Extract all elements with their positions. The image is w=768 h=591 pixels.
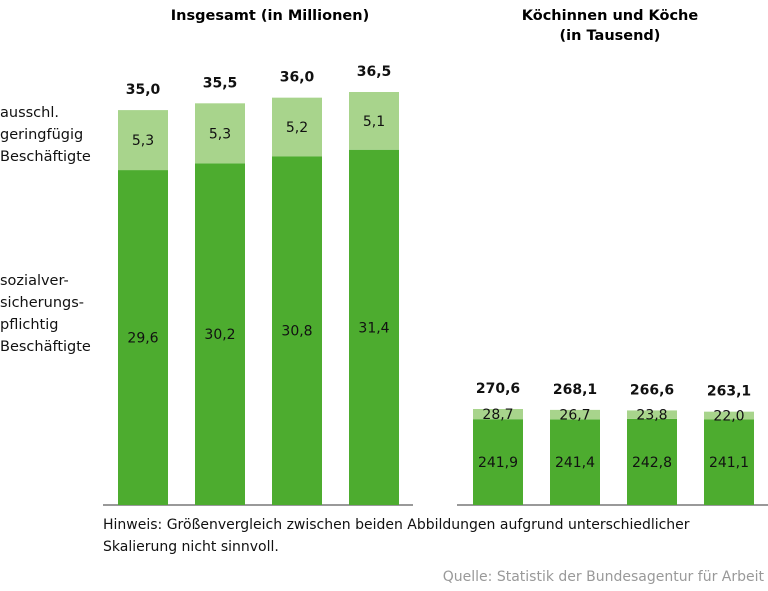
bar-segment — [550, 409, 600, 420]
total-label: 263,1 — [707, 384, 751, 400]
bar-segment — [473, 419, 523, 505]
bar-segment — [627, 418, 677, 505]
value-label: 241,9 — [478, 455, 518, 471]
bar-segment — [195, 103, 245, 164]
bar-segment — [349, 149, 399, 505]
bar-segment — [550, 419, 600, 505]
value-label: 29,6 — [127, 331, 158, 347]
value-label: 5,1 — [363, 114, 385, 130]
note: Hinweis: Größenvergleich zwischen beiden… — [103, 517, 690, 555]
total-label: 36,5 — [357, 64, 392, 80]
total-label: 266,6 — [630, 382, 674, 398]
chart-title: Insgesamt (in Millionen) — [170, 8, 370, 24]
bar-segment — [195, 163, 245, 506]
bar-segment — [473, 409, 523, 420]
chart-title: Köchinnen und Köche (in Tausend) — [521, 8, 699, 44]
value-label: 5,3 — [209, 126, 231, 142]
total-label: 268,1 — [553, 382, 597, 398]
bar-segment — [349, 92, 399, 150]
value-label: 22,0 — [713, 409, 744, 425]
value-label: 31,4 — [358, 320, 389, 336]
bar-segment — [118, 110, 168, 171]
legend-entry: sozialver- sicherungs- pflichtig Beschäf… — [0, 273, 91, 355]
value-label: 26,7 — [559, 408, 590, 424]
value-label: 5,2 — [286, 120, 308, 136]
value-label: 241,4 — [555, 455, 595, 471]
bar-segment — [272, 97, 322, 157]
total-label: 36,0 — [280, 70, 315, 86]
value-label: 30,8 — [281, 324, 312, 340]
total-label: 35,0 — [126, 82, 161, 98]
source: Quelle: Statistik der Bundesagentur für … — [442, 569, 764, 585]
value-label: 5,3 — [132, 133, 154, 149]
total-label: 35,5 — [203, 75, 238, 91]
bar-segment — [272, 156, 322, 505]
bar-segment — [704, 411, 754, 420]
value-label: 30,2 — [204, 327, 235, 343]
value-label: 28,7 — [482, 407, 513, 423]
bar-segment — [118, 170, 168, 505]
bar-segment — [627, 410, 677, 419]
value-label: 23,8 — [636, 408, 667, 424]
bar-segment — [704, 419, 754, 505]
total-label: 270,6 — [476, 381, 520, 397]
value-label: 241,1 — [709, 455, 749, 471]
value-label: 242,8 — [632, 455, 672, 471]
legend-entry: ausschl. geringfügig Beschäftigte — [0, 105, 91, 165]
